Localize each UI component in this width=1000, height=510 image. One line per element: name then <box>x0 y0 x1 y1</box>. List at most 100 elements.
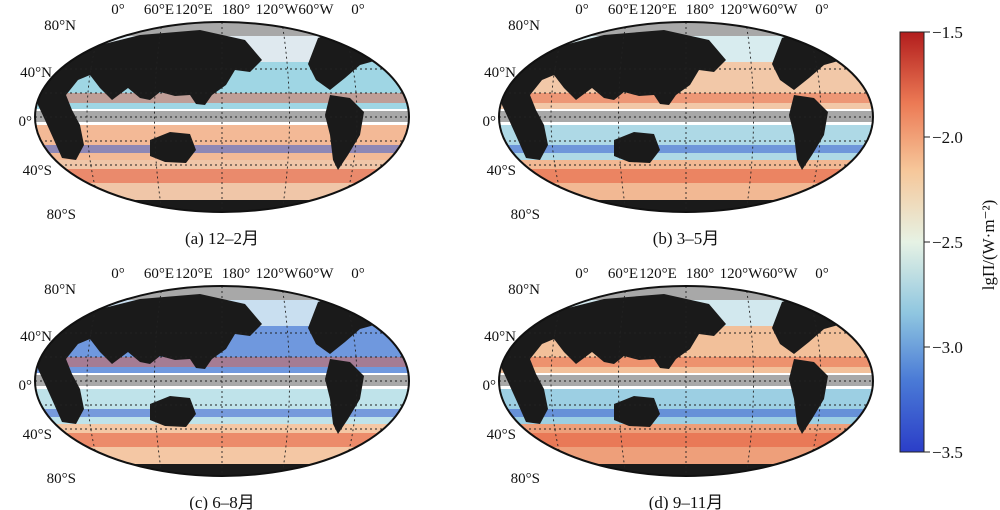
graticule-line <box>550 22 567 212</box>
longitude-label: 0° <box>351 2 365 18</box>
longitude-label: 60°E <box>608 2 638 18</box>
graticule-line <box>341 22 358 212</box>
latitude-label: 40°N <box>20 65 52 81</box>
map-panel: 0° 60°E 120°E 180° 120°W 60°W 0° 80°N 40°N 0° 40°S… <box>19 266 410 510</box>
longitude-label: 120°W <box>256 2 299 18</box>
latitude-label: 40°S <box>487 427 516 443</box>
latitude-label: 80°S <box>47 207 76 223</box>
colorbar-tick: −3.5 <box>932 443 963 462</box>
latitude-label: 0° <box>483 114 497 130</box>
longitude-label: 180° <box>686 2 715 18</box>
longitude-label: 0° <box>111 266 125 282</box>
latitude-label: 80°N <box>508 18 540 34</box>
graticule-line <box>154 22 163 212</box>
latitude-label: 40°N <box>484 65 516 81</box>
longitude-label: 120°E <box>639 2 677 18</box>
panel-caption: (c) 6–8月 <box>189 493 255 510</box>
colorbar-tick: −3.0 <box>932 338 963 357</box>
land-australia <box>150 396 196 427</box>
colorbar-label: lgΠ/(W·m⁻²) <box>979 200 998 291</box>
equator-missing-band <box>35 375 409 386</box>
longitude-label: 60°W <box>298 2 334 18</box>
graticule-line <box>805 22 822 212</box>
latitude-label: 80°N <box>508 282 540 298</box>
latitude-label: 0° <box>19 114 33 130</box>
graticule <box>499 286 873 476</box>
longitude-label: 60°W <box>762 266 798 282</box>
graticule-line <box>550 286 567 476</box>
longitude-label: 120°W <box>720 2 763 18</box>
longitude-label: 120°E <box>175 266 213 282</box>
land-antarctica <box>499 464 873 476</box>
land-antarctica <box>35 464 409 476</box>
longitude-label: 60°W <box>298 266 334 282</box>
ocean-band <box>499 169 873 183</box>
map-border <box>34 285 410 477</box>
land-afro-eurasia <box>500 30 726 160</box>
colorbar-gradient <box>899 31 925 453</box>
land-south-america <box>789 95 828 170</box>
latitude-label: 40°S <box>23 427 52 443</box>
panel-caption: (d) 9–11月 <box>649 493 723 510</box>
longitude-label: 120°W <box>720 266 763 282</box>
graticule-line <box>281 286 290 476</box>
latitude-label: 80°N <box>44 282 76 298</box>
longitude-label: 0° <box>815 2 829 18</box>
ocean-band <box>35 433 409 447</box>
graticule-line <box>745 22 754 212</box>
land-south-america <box>789 359 828 434</box>
longitude-label: 60°W <box>762 2 798 18</box>
panel-caption: (b) 3–5月 <box>653 229 720 248</box>
map-border <box>498 21 874 213</box>
land-australia <box>614 132 660 163</box>
longitude-label: 180° <box>222 266 251 282</box>
colorbar-tick: −1.5 <box>932 23 963 42</box>
graticule-line <box>745 286 754 476</box>
land-australia <box>150 132 196 163</box>
latitude-label: 0° <box>19 378 33 394</box>
latitude-label: 40°N <box>20 329 52 345</box>
map-border <box>34 21 410 213</box>
longitude-label: 60°E <box>144 2 174 18</box>
equator-missing-band <box>499 375 873 386</box>
longitude-label: 60°E <box>608 266 638 282</box>
latitude-label: 80°S <box>511 471 540 487</box>
graticule-line <box>281 22 290 212</box>
land-australia <box>614 396 660 427</box>
land-afro-eurasia <box>500 294 726 424</box>
land-south-america <box>325 95 364 170</box>
latitude-label: 80°S <box>511 207 540 223</box>
graticule-line <box>618 22 627 212</box>
graticule-line <box>805 286 822 476</box>
latitude-label: 40°S <box>487 163 516 179</box>
longitude-label: 180° <box>222 2 251 18</box>
latitude-label: 0° <box>483 378 497 394</box>
land-south-america <box>325 359 364 434</box>
longitude-label: 120°E <box>175 2 213 18</box>
map-border <box>498 285 874 477</box>
longitude-label: 0° <box>111 2 125 18</box>
latitude-label: 40°N <box>484 329 516 345</box>
panel-caption: (a) 12–2月 <box>185 229 259 248</box>
graticule-line <box>86 286 103 476</box>
latitude-label: 40°S <box>23 163 52 179</box>
map-panel: 0° 60°E 120°E 180° 120°W 60°W 0° 80°N 40°N 0° 40°S… <box>483 2 874 248</box>
graticule <box>499 22 873 212</box>
longitude-label: 60°E <box>144 266 174 282</box>
graticule <box>35 22 409 212</box>
latitude-label: 80°S <box>47 471 76 487</box>
longitude-label: 0° <box>575 266 589 282</box>
equator-missing-band <box>35 111 409 122</box>
equator-missing-band <box>499 111 873 122</box>
longitude-label: 120°W <box>256 266 299 282</box>
map-panel: 0° 60°E 120°E 180° 120°W 60°W 0° 80°N 40°N 0° 40°S… <box>19 2 410 248</box>
graticule-line <box>618 286 627 476</box>
colorbar-tick: −2.5 <box>932 233 963 252</box>
longitude-label: 180° <box>686 266 715 282</box>
graticule-line <box>154 286 163 476</box>
longitude-label: 0° <box>815 266 829 282</box>
land-antarctica <box>499 200 873 212</box>
longitude-label: 120°E <box>639 266 677 282</box>
colorbar-tick: −2.0 <box>932 128 963 147</box>
